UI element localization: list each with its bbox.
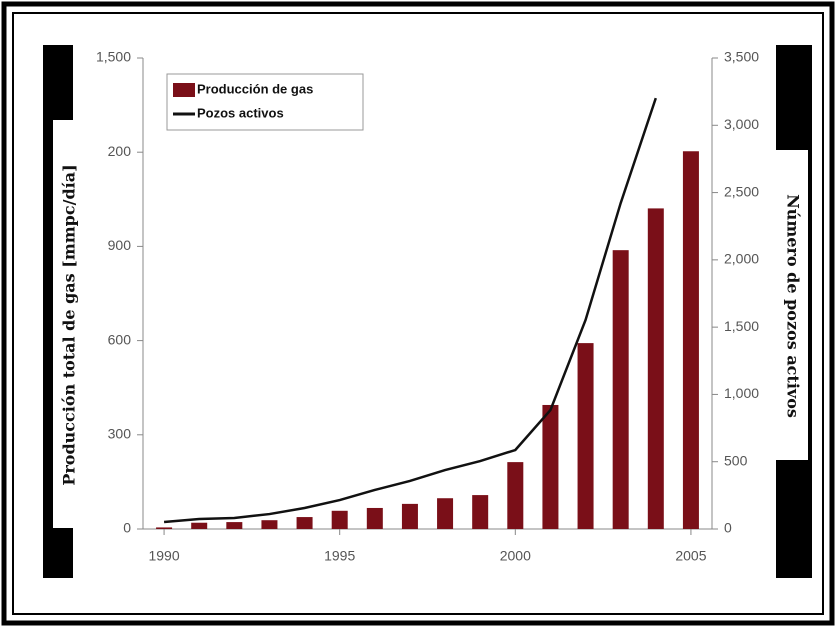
- x-tick-label: 1995: [324, 548, 355, 564]
- y-tick-label: 0: [123, 520, 131, 536]
- x-tick-label: 1990: [148, 548, 179, 564]
- y-tick-label: 1,500: [96, 49, 131, 65]
- y-axis-label: Producción total de gas [mmpc/día]: [60, 164, 79, 485]
- bar: [507, 462, 524, 529]
- inner-frame: [12, 12, 824, 615]
- legend-swatch: [173, 83, 195, 97]
- bar: [472, 495, 489, 529]
- legend-box: [166, 73, 364, 131]
- y2-tick-label: 3,500: [724, 49, 759, 65]
- bar: [682, 151, 699, 529]
- bar: [331, 510, 348, 529]
- left-label-box: [53, 120, 87, 528]
- legend-label: Pozos activos: [197, 105, 284, 120]
- bar: [577, 343, 594, 529]
- bar: [401, 503, 418, 529]
- y2-tick-label: 2,000: [724, 251, 759, 267]
- y2-axis-label: Número de pozos activos: [784, 194, 803, 418]
- bar: [191, 522, 208, 529]
- y2-tick-label: 1,000: [724, 385, 759, 401]
- bar: [366, 507, 383, 529]
- line: [163, 97, 657, 524]
- y-tick-label: 200: [108, 143, 132, 159]
- y2-tick-label: 3,000: [724, 116, 759, 132]
- bar: [296, 517, 313, 529]
- right-label-box: [774, 150, 808, 460]
- bar: [542, 404, 559, 529]
- x-tick-label: 2005: [675, 548, 706, 564]
- y-tick-label: 300: [108, 426, 132, 442]
- bar: [647, 208, 664, 529]
- x-tick-label: 2000: [500, 548, 531, 564]
- legend-label: Producción de gas: [197, 81, 313, 96]
- y2-tick-label: 500: [724, 452, 748, 468]
- y2-tick-label: 2,500: [724, 183, 759, 199]
- bar: [261, 520, 278, 529]
- bar: [612, 250, 629, 529]
- y2-tick-label: 1,500: [724, 318, 759, 334]
- bar: [156, 527, 173, 529]
- y-tick-label: 900: [108, 237, 132, 253]
- bar: [226, 522, 243, 529]
- y2-tick-label: 0: [724, 520, 732, 536]
- y-tick-label: 600: [108, 331, 132, 347]
- bar: [437, 498, 454, 529]
